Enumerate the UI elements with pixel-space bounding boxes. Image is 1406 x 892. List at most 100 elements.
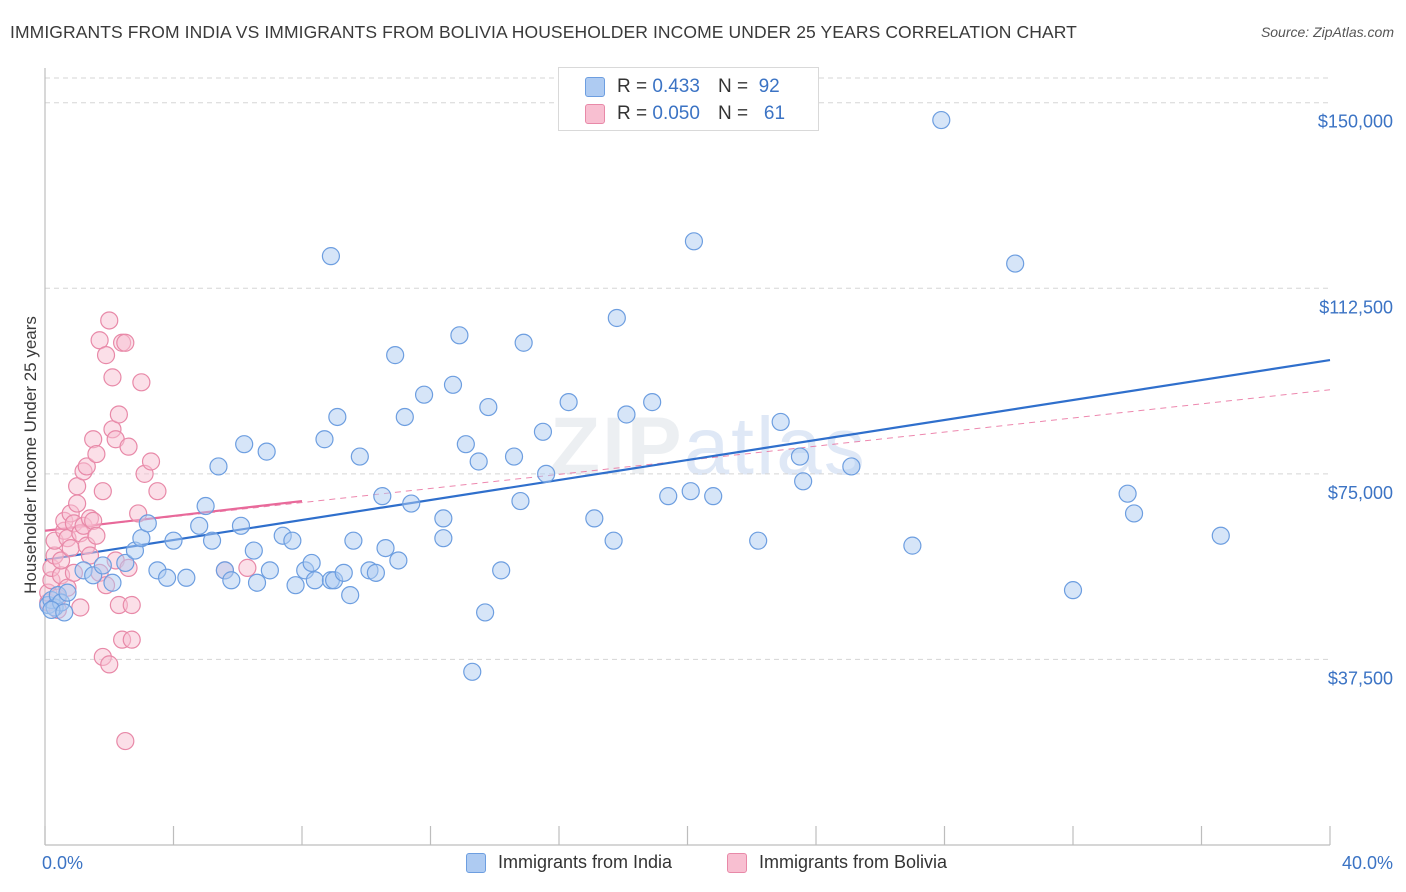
india-r-label: R = (617, 76, 648, 97)
india-point (932, 110, 951, 130)
india-point (749, 531, 768, 550)
bolivia-r-label: R = (617, 103, 648, 124)
bolivia-legend-icon (727, 852, 747, 873)
watermark-zip: ZIP (550, 401, 684, 492)
india-point (93, 556, 112, 575)
bolivia-point (103, 368, 122, 387)
bolivia-point (84, 511, 103, 530)
bolivia-point (122, 630, 141, 649)
y-tick-label: $150,000 (1318, 112, 1393, 132)
series-legend: Immigrants from India Immigrants from Bo… (0, 852, 1406, 876)
legend-row-india: R = 0.433 N = 92 (585, 76, 780, 98)
india-swatch-icon (585, 77, 605, 97)
legend-row-bolivia: R = 0.050 N = 61 (585, 103, 785, 125)
india-trend-line (44, 358, 1331, 562)
correlation-legend: R = 0.433 N = 92 R = 0.050 N = 61 (558, 67, 819, 131)
legend-item-bolivia: Immigrants from Bolivia (727, 852, 947, 873)
india-point (138, 514, 157, 533)
bolivia-point (87, 526, 106, 545)
axes (44, 68, 1331, 846)
india-point (771, 412, 790, 432)
india-point (389, 551, 408, 570)
india-point (344, 531, 363, 550)
india-point (434, 529, 453, 548)
india-point (790, 447, 810, 466)
bolivia-point (109, 405, 128, 424)
bolivia-r-value: 0.050 (652, 103, 700, 124)
bolivia-point (132, 373, 151, 392)
india-point (643, 393, 662, 412)
bolivia-point (68, 494, 87, 513)
india-point (321, 247, 341, 266)
legend-item-india: Immigrants from India (466, 852, 672, 873)
india-point (231, 516, 251, 535)
india-legend-icon (466, 852, 486, 873)
india-point (315, 430, 334, 449)
bolivia-point (87, 444, 106, 464)
india-n-label: N = (717, 76, 749, 97)
legend-label-india: Immigrants from India (498, 852, 673, 872)
chart-title: IMMIGRANTS FROM INDIA VS IMMIGRANTS FROM… (10, 22, 1077, 42)
india-point (533, 422, 553, 441)
india-point (305, 571, 324, 590)
bolivia-point (51, 551, 71, 570)
india-point (414, 385, 434, 404)
bolivia-point (96, 346, 116, 365)
india-point (55, 603, 74, 622)
y-tick-label: $75,000 (1328, 483, 1393, 503)
bolivia-point (116, 333, 135, 352)
india-point (1006, 254, 1025, 273)
india-point (366, 563, 385, 582)
india-point (177, 568, 196, 587)
india-point (190, 516, 209, 535)
india-point (386, 346, 405, 365)
india-point (402, 494, 421, 513)
india-point (469, 452, 488, 471)
india-point (202, 531, 222, 550)
india-point (463, 662, 482, 681)
bolivia-n-value: 61 (763, 103, 786, 124)
india-point (1118, 484, 1137, 503)
india-point (395, 407, 414, 427)
bolivia-n-label: N = (717, 103, 749, 124)
watermark: ZIPatlas (550, 400, 867, 494)
india-point (456, 435, 475, 454)
bolivia-point (238, 558, 257, 577)
india-point (684, 232, 704, 251)
india-point (704, 487, 723, 506)
india-point (247, 573, 267, 592)
india-point (450, 326, 469, 345)
india-points (39, 110, 1230, 681)
india-point (334, 563, 353, 582)
india-point (283, 531, 302, 550)
india-point (537, 464, 556, 483)
india-point (235, 435, 254, 454)
bolivia-point (148, 482, 167, 501)
india-r-value: 0.433 (652, 76, 700, 97)
india-point (341, 586, 360, 605)
india-point (222, 571, 241, 590)
india-point (260, 561, 279, 580)
bolivia-point (77, 457, 96, 476)
legend-label-bolivia: Immigrants from Bolivia (759, 852, 948, 872)
india-point (492, 561, 511, 580)
india-n-value: 92 (758, 76, 780, 97)
y-tick-label: $37,500 (1328, 668, 1393, 688)
bolivia-point (116, 731, 135, 751)
india-point (373, 487, 392, 506)
india-point (504, 447, 524, 466)
bolivia-point (122, 595, 141, 615)
bolivia-point (84, 430, 103, 449)
india-point (794, 472, 813, 491)
y-tick-label: $112,500 (1319, 297, 1393, 317)
india-point (244, 541, 263, 560)
source-label: Source: ZipAtlas.com (1260, 24, 1394, 40)
india-point (1124, 504, 1144, 523)
india-point (585, 509, 604, 528)
india-point (842, 457, 861, 476)
bolivia-point (119, 437, 138, 456)
india-point (209, 457, 228, 476)
x-tick-label: 0.0% (42, 853, 83, 873)
axis-labels: $37,500 $75,000 $112,500 $150,000 0.0% 40.0% H… (21, 112, 1393, 873)
